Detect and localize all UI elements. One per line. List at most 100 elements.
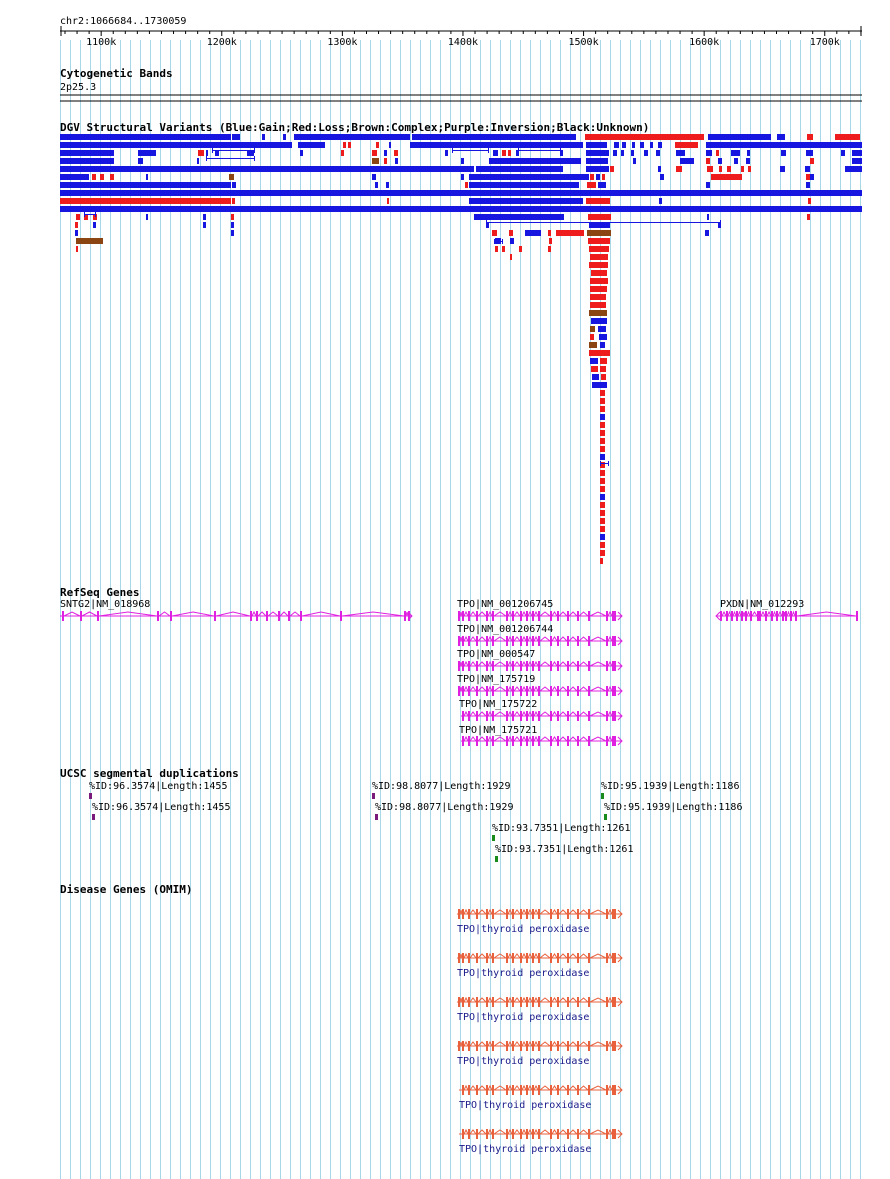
sntg2-gene-exon xyxy=(404,611,406,621)
tpo-gene-exon xyxy=(614,711,616,721)
tpo-gene-exon xyxy=(606,736,608,746)
tpo-gene-exon xyxy=(512,636,514,646)
segdup-label: %ID:95.1939|Length:1186 xyxy=(601,781,739,792)
omim-gene-intron xyxy=(589,1129,607,1135)
omim-gene-exon xyxy=(606,1085,608,1095)
sntg2-gene-intron xyxy=(301,611,341,617)
dgv-variant xyxy=(60,142,292,148)
omim-gene-intron xyxy=(578,909,589,915)
tpo-gene-intron xyxy=(487,710,493,717)
tpo-gene-strand-arrow xyxy=(617,711,623,721)
refseq-gene-label: PXDN|NM_012293 xyxy=(720,599,804,610)
tpo-gene-exon xyxy=(567,661,569,671)
tpo-gene-intron xyxy=(578,711,589,717)
tpo-gene-exon xyxy=(462,711,464,721)
omim-gene-exon xyxy=(468,1085,470,1095)
omim-gene-exon xyxy=(538,997,540,1007)
dgv-variant xyxy=(718,158,722,164)
omim-gene-intron xyxy=(507,1084,513,1091)
segdup-label: %ID:93.7351|Length:1261 xyxy=(495,844,633,855)
omim-gene-exon xyxy=(606,909,608,919)
omim-gene-exon xyxy=(567,997,569,1007)
tpo-gene-intron xyxy=(463,685,469,692)
tpo-gene-exon xyxy=(606,661,608,671)
omim-gene-exon xyxy=(486,1085,488,1095)
tpo-gene-exon xyxy=(567,636,569,646)
segdup-title: UCSC segmental duplications xyxy=(60,767,239,780)
segdup-label: %ID:93.7351|Length:1261 xyxy=(492,823,630,834)
tpo-gene-intron xyxy=(551,661,558,667)
tpo-gene-intron xyxy=(477,661,487,667)
dgv-variant xyxy=(810,158,814,164)
dgv-variant xyxy=(410,142,583,148)
dgv-variant xyxy=(146,214,148,220)
tpo-gene-exon xyxy=(557,611,559,621)
tpo-gene-intron xyxy=(459,636,463,642)
dgv-variant xyxy=(294,134,410,140)
dgv-variant xyxy=(600,470,605,476)
tpo-gene-exon xyxy=(577,611,579,621)
omim-gene-intron xyxy=(568,997,578,1003)
refseq-gene-label: TPO|NM_175719 xyxy=(457,674,535,685)
omim-gene-intron xyxy=(487,996,493,1003)
omim-gene-intron xyxy=(477,1085,487,1091)
tpo-gene-exon xyxy=(486,611,488,621)
dgv-variant xyxy=(445,150,448,156)
dgv-variant xyxy=(658,166,661,172)
omim-gene-exon xyxy=(486,1041,488,1051)
omim-gene-intron xyxy=(527,908,533,915)
tpo-gene-exon xyxy=(526,611,528,621)
dgv-variant xyxy=(348,142,351,148)
tpo-gene-exon xyxy=(458,686,460,696)
dgv-variant xyxy=(807,134,813,140)
tpo-gene-exon xyxy=(550,711,552,721)
tpo-gene-exon xyxy=(588,611,590,621)
dgv-variant xyxy=(660,174,664,180)
omim-gene-exon xyxy=(520,1085,522,1095)
dgv-variant xyxy=(631,150,634,156)
omim-gene-exon xyxy=(532,909,534,919)
omim-gene-intron xyxy=(469,953,477,959)
omim-gene-exon xyxy=(614,909,616,919)
tpo-gene-exon xyxy=(538,736,540,746)
pxdn-gene-exon xyxy=(757,611,759,621)
dgv-variant xyxy=(589,222,610,228)
tpo-gene-intron xyxy=(568,686,578,692)
tpo-gene-intron xyxy=(469,611,477,617)
tpo-gene-exon xyxy=(468,686,470,696)
omim-gene-label: TPO|thyroid peroxidase xyxy=(457,1012,589,1023)
tpo-gene-intron xyxy=(589,611,607,617)
tpo-gene-exon xyxy=(462,611,464,621)
omim-gene-exon xyxy=(462,909,464,919)
omim-gene-intron xyxy=(568,1041,578,1047)
tpo-gene-intron xyxy=(477,611,487,617)
omim-gene-intron xyxy=(527,1084,533,1091)
omim-gene-intron xyxy=(578,1129,589,1135)
tpo-gene-exon xyxy=(557,711,559,721)
omim-gene-exon xyxy=(462,997,464,1007)
omim-gene-intron xyxy=(469,1041,477,1047)
dgv-variant xyxy=(231,214,234,220)
dgv-variant xyxy=(600,518,605,524)
tpo-gene-intron xyxy=(463,710,469,717)
dgv-variant xyxy=(780,166,785,172)
omim-gene-exon xyxy=(512,1041,514,1051)
tpo-gene-exon xyxy=(492,736,494,746)
ruler: chr2:1066684..1730059 1100k 1200k 1300k 140… xyxy=(60,16,862,48)
tpo-gene-exon xyxy=(577,661,579,671)
dgv-variant xyxy=(247,150,254,156)
omim-gene-exon xyxy=(526,997,528,1007)
tpo-gene-intron xyxy=(527,735,533,742)
omim-gene-exon xyxy=(462,1041,464,1051)
omim-gene-intron xyxy=(607,996,613,1003)
segdup-block xyxy=(375,814,378,820)
omim-gene-exon xyxy=(577,997,579,1007)
dgv-variant xyxy=(621,150,624,156)
tpo-gene-exon xyxy=(486,711,488,721)
tpo-gene-intron xyxy=(521,635,527,642)
dgv-variant xyxy=(586,166,609,172)
sntg2-gene-exon xyxy=(408,611,410,621)
tpo-gene-intron xyxy=(507,635,513,642)
sntg2-gene-intron xyxy=(171,611,215,617)
dgv-variant xyxy=(706,142,862,148)
